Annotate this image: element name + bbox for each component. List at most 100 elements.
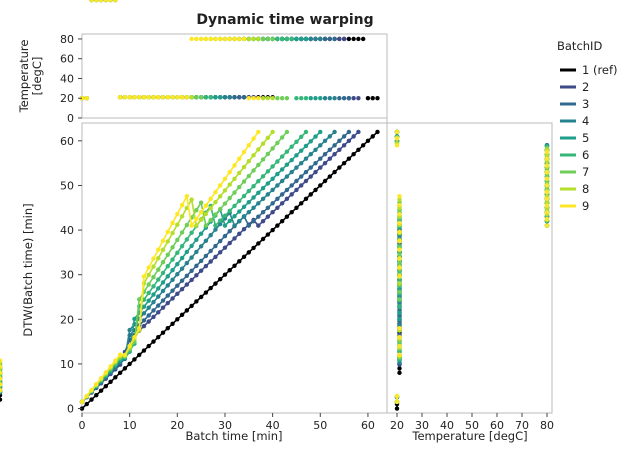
top-series-point [337,96,342,101]
main-series-point [203,253,209,259]
main-series-point [179,214,185,219]
right-x-tick-label: 30 [415,419,429,432]
main-series-point [194,249,199,255]
main-series-point [327,134,333,139]
top-series-point [260,36,266,42]
main-series-point [170,277,175,283]
right-series-point [397,229,402,235]
top-series-point [141,95,147,100]
top-series-point [241,95,247,100]
right-series-point [0,387,3,393]
top-series-point [313,96,318,101]
main-series-point [79,399,85,405]
main-series-point [165,252,170,257]
main-series-point [318,156,323,161]
main-series-point [189,255,194,260]
main-series-point [351,152,356,157]
main-series-point [175,291,180,297]
top-series-point [218,95,223,100]
right-series-point [394,406,400,411]
main-series-point [232,214,237,219]
main-series-point [170,288,175,293]
main-series-point [198,231,204,236]
main-series-point [246,199,251,205]
right-series-point [544,189,550,195]
main-series-point [175,272,180,277]
main-series-point [198,294,204,300]
main-series-point [275,196,280,202]
main-series-point [146,305,151,310]
right-series-point [0,376,3,381]
top-series-point [189,95,194,100]
main-series-point [318,143,323,148]
top-series-point [356,96,361,101]
main-series-point [227,240,232,246]
main-series-line [81,131,274,403]
right-series-point [397,220,402,226]
main-series-point [294,205,299,210]
right-series-point [394,143,400,148]
right-series-point [544,199,550,205]
main-series-point [132,334,137,340]
top-series-point [322,36,328,42]
right-series-point [397,289,402,295]
right-series-point [397,322,402,327]
right-x-axis-label: Temperature [degC] [411,429,527,443]
main-series-point [337,165,342,170]
top-series-point [203,95,209,100]
top-plot-area [79,0,380,101]
right-series-point [0,358,3,363]
main-series-point [194,273,199,278]
main-series-point [265,232,271,237]
main-series-point [337,138,342,144]
main-series-point [237,184,242,190]
top-series-point [136,95,142,100]
top-series-point [222,95,228,100]
top-series-point [260,96,266,101]
main-series-point [175,211,180,217]
main-series-point [160,298,166,303]
x-tick-label: 30 [218,419,232,432]
top-series-point [84,96,89,101]
chart-title: Dynamic time warping [196,12,373,28]
main-series-point [270,176,275,181]
right-series-point [394,129,400,135]
main-series-point [156,294,161,299]
main-series-point [260,236,266,242]
main-series-point [246,159,251,164]
main-series-point [289,210,294,215]
main-series-point [227,169,232,175]
main-series-point [198,258,204,264]
main-series-point [337,147,342,152]
top-series-point [270,36,275,42]
main-series-point [265,135,271,140]
top-series-point [265,96,271,101]
main-series-point [284,214,290,219]
main-series-point [156,247,161,252]
main-series-point [189,230,194,235]
top-series-point [198,36,204,42]
main-series-point [156,255,161,261]
main-series-point [356,147,361,152]
x-tick-label: 60 [361,419,375,432]
main-series-point [194,237,199,243]
main-series-point [284,129,290,135]
top-y-tick-label: 20 [60,92,74,105]
main-series-point [265,192,271,197]
main-series-point [127,327,132,333]
main-series-point [322,160,328,166]
main-series-point [318,165,323,170]
right-series-point [394,136,400,141]
main-series-point [194,299,199,304]
main-series-point [375,129,380,135]
main-series-point [98,388,104,393]
main-series-point [160,305,166,310]
main-series-point [322,138,328,144]
right-series-point [397,247,402,252]
main-series-point [327,174,333,179]
top-series-point [308,96,313,101]
top-series-point [117,95,123,100]
main-series-point [318,129,323,135]
main-series-point [241,227,247,232]
main-series-point [322,152,328,157]
